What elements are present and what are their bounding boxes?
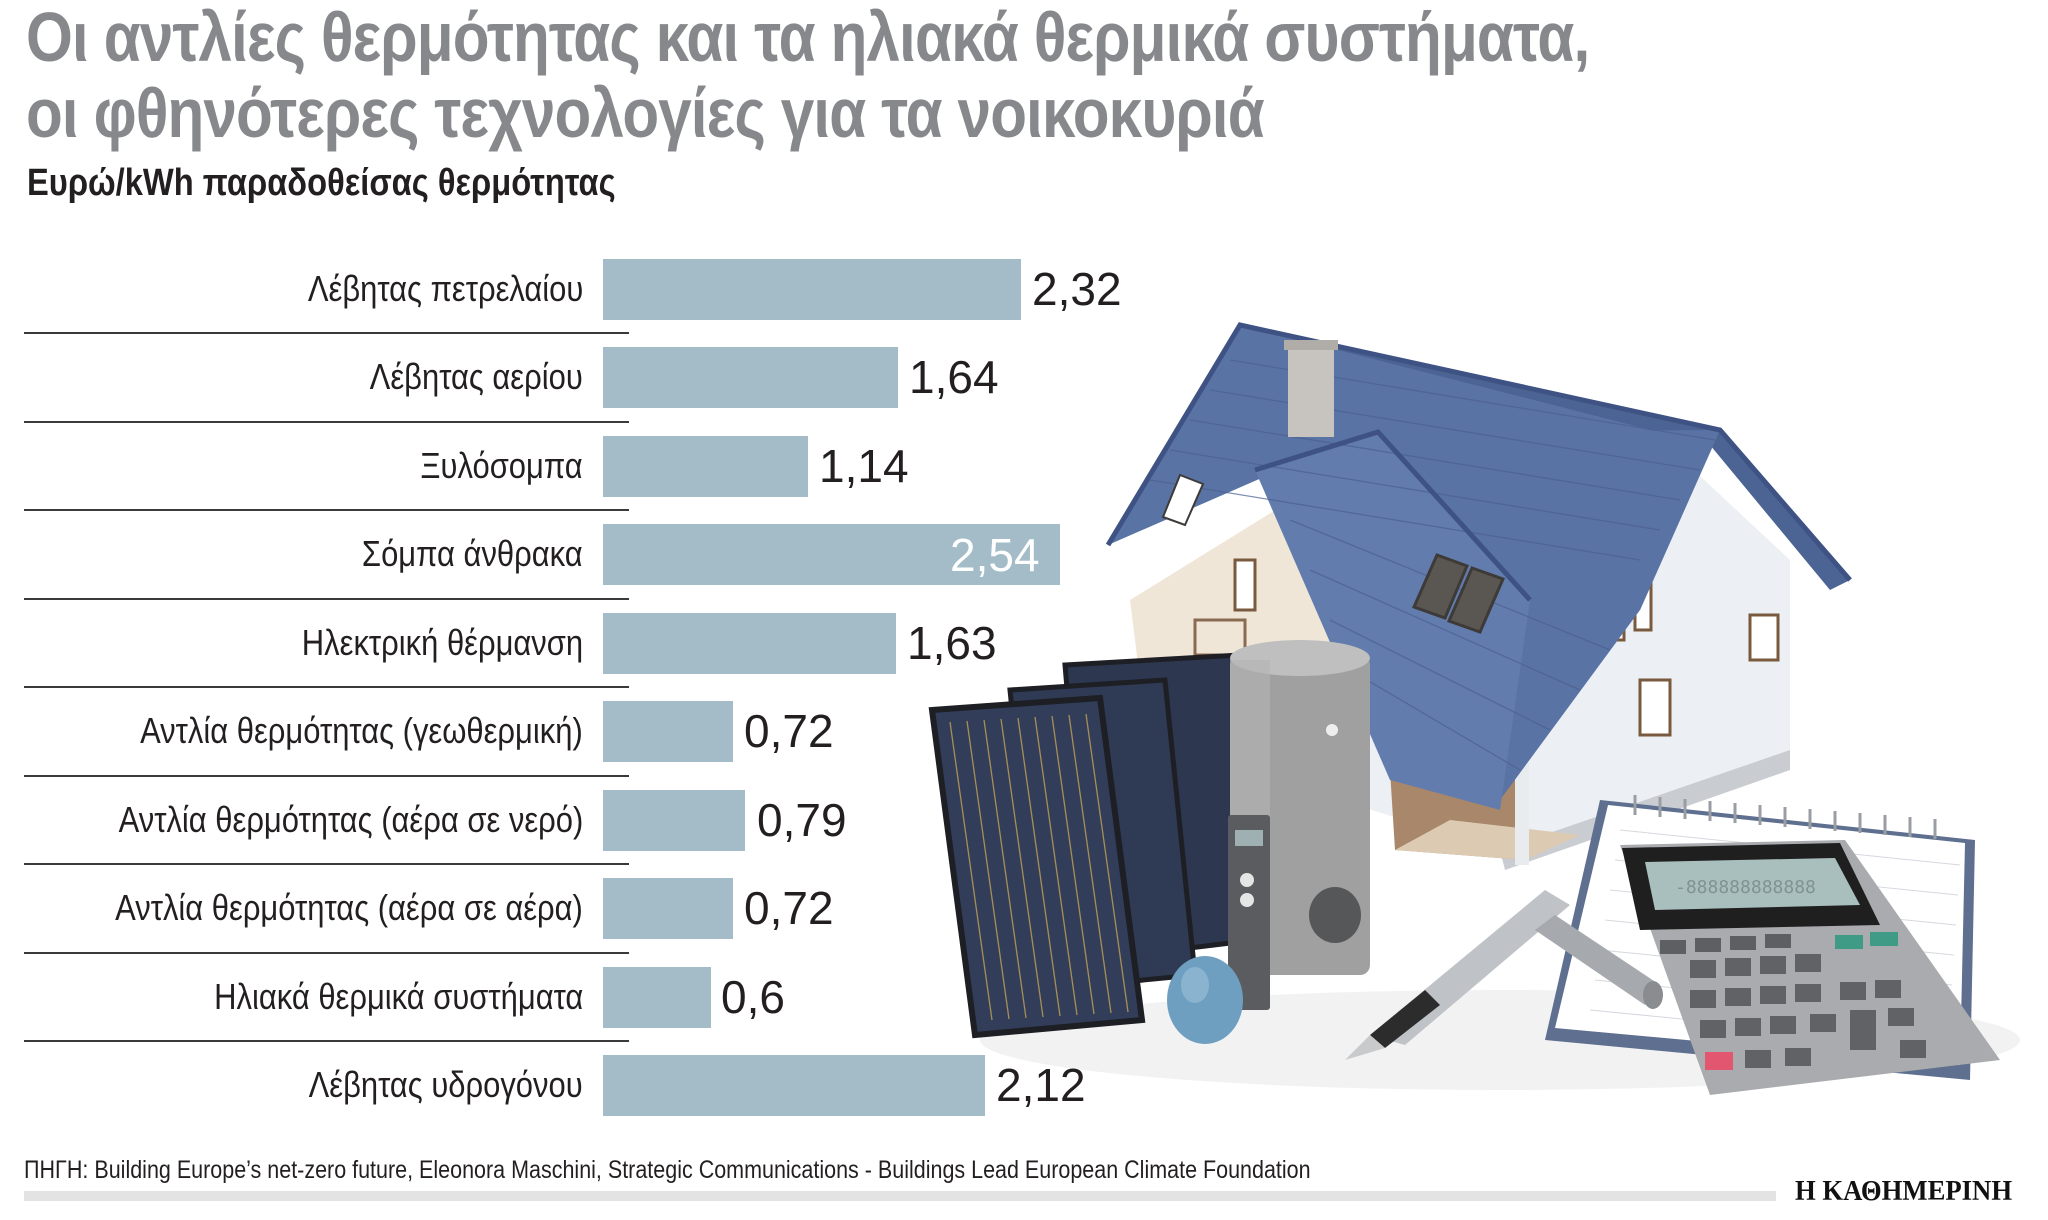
value-label: 0,72 — [744, 705, 834, 757]
row-label: Αντλία θερμότητας (γεωθερμική) — [140, 710, 583, 751]
divider — [24, 421, 629, 423]
row-label: Αντλία θερμότητας (αέρα σε αέρα) — [115, 887, 583, 928]
chart-title-line-1: Οι αντλίες θερμότητας και τα ηλιακά θερμ… — [26, 0, 1590, 76]
bar — [603, 1055, 985, 1116]
bar — [603, 701, 733, 762]
bar — [603, 967, 711, 1028]
divider — [24, 686, 629, 688]
row-label: Λέβητας υδρογόνου — [308, 1064, 583, 1105]
row-label: Αντλία θερμότητας (αέρα σε νερό) — [118, 799, 583, 840]
value-label: 1,63 — [907, 617, 997, 669]
value-label: 0,72 — [744, 882, 834, 934]
value-label: 2,32 — [1032, 263, 1122, 315]
row-label: Σόμπα άνθρακα — [362, 533, 583, 574]
divider — [24, 332, 629, 334]
source-note: ΠΗΓΗ: Building Europe’s net-zero future,… — [24, 1156, 1311, 1184]
chart-subtitle: Ευρώ/kWh παραδοθείσας θερμότητας — [27, 162, 616, 204]
bar — [603, 790, 745, 851]
bar — [603, 878, 733, 939]
divider — [24, 509, 629, 511]
divider — [24, 598, 629, 600]
value-label: 2,54 — [950, 529, 1040, 581]
value-label: 0,79 — [757, 794, 847, 846]
svg-text:-888888888888: -888888888888 — [1675, 877, 1816, 898]
footer-rule — [24, 1191, 1776, 1201]
house-solar-calculator-illustration-icon: -888888888888 — [928, 322, 2020, 1095]
publisher-logo: Η ΚΑΘΗΜΕΡΙΝΗ — [1795, 1175, 2013, 1207]
row-label: Λέβητας πετρελαίου — [307, 268, 583, 309]
value-label: 1,64 — [909, 351, 999, 403]
row-label: Ξυλόσομπα — [420, 445, 583, 486]
divider — [24, 863, 629, 865]
bar — [603, 347, 898, 408]
row-label: Ηλιακά θερμικά συστήματα — [213, 976, 583, 1017]
value-label: 1,14 — [819, 440, 909, 492]
bar — [603, 436, 808, 497]
bar — [603, 613, 896, 674]
bar — [603, 524, 1060, 585]
row-label: Λέβητας αερίου — [369, 356, 583, 397]
divider — [24, 775, 629, 777]
bar — [603, 259, 1021, 320]
row-label: Ηλεκτρική θέρμανση — [301, 622, 583, 663]
value-label: 2,12 — [996, 1059, 1086, 1111]
value-label: 0,6 — [721, 971, 785, 1023]
divider — [24, 1040, 629, 1042]
chart-title-line-2: οι φθηνότερες τεχνολογίες για τα νοικοκυ… — [26, 74, 1265, 152]
divider — [24, 952, 629, 954]
